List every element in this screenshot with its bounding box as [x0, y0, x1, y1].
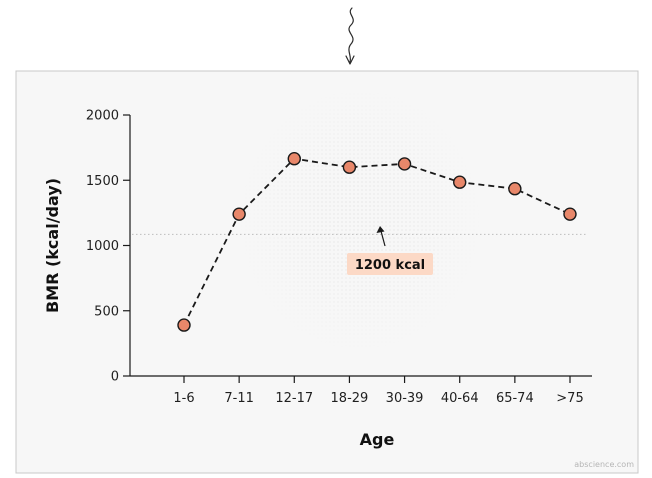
x-tick-label: >75: [556, 391, 583, 406]
annotation-label-background: [347, 253, 433, 275]
watermark: abscience.com: [574, 460, 634, 469]
y-axis-title: BMR (kcal/day): [43, 178, 62, 313]
x-tick-label: 30-39: [386, 391, 424, 406]
x-tick-label: 40-64: [441, 391, 479, 406]
data-point: [453, 175, 467, 189]
x-tick-label: 65-74: [496, 391, 534, 406]
data-point: [177, 318, 191, 332]
x-axis-title: Age: [360, 430, 395, 449]
x-ticks: 1-6 7-11 12-17 18-29 30-39 40-64 65-74 >75: [173, 376, 584, 406]
data-point: [342, 160, 357, 174]
data-point: [563, 207, 577, 221]
x-tick-label: 1-6: [173, 391, 194, 406]
y-tick-label: 2000: [86, 109, 119, 124]
data-point: [397, 157, 412, 171]
series-points: [177, 152, 577, 332]
y-ticks: 0 500 1000 1500 2000: [86, 109, 130, 385]
x-tick-label: 12-17: [275, 391, 313, 406]
annotation-arrow-icon: [380, 230, 386, 247]
data-point: [232, 207, 246, 221]
background-texture: [240, 90, 480, 350]
annotation-label: 1200 kcal: [355, 258, 425, 273]
annotation: 1200 kcal: [347, 226, 433, 275]
y-tick-label: 1500: [86, 174, 119, 189]
y-tick-label: 500: [94, 304, 119, 319]
data-point: [508, 182, 522, 196]
data-point: [287, 152, 301, 166]
x-tick-label: 18-29: [331, 391, 369, 406]
y-tick-label: 1000: [86, 239, 119, 254]
series-line: [183, 157, 571, 326]
x-tick-label: 7-11: [224, 391, 254, 406]
squiggle-arrow-icon: [345, 7, 355, 65]
annotation-arrowhead-icon: [376, 226, 385, 233]
y-tick-label: 0: [111, 370, 119, 385]
